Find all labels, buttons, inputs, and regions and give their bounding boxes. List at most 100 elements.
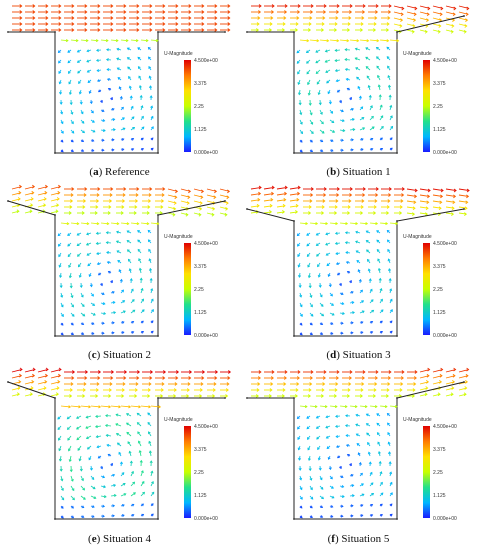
cavity-arrowhead: [60, 304, 64, 308]
cavity-arrow: [355, 48, 361, 51]
cavity-arrowhead: [76, 222, 80, 226]
channel-arrowhead: [30, 386, 34, 390]
channel-arrowhead: [362, 370, 366, 374]
channel-arrowhead: [58, 22, 62, 26]
domain-boundary: [7, 200, 226, 337]
channel-arrowhead: [335, 376, 339, 380]
cavity-arrowhead: [320, 505, 324, 508]
channel-arrowhead: [84, 187, 88, 191]
cavity-arrowhead: [121, 106, 124, 110]
cavity-arrowhead: [360, 331, 364, 335]
cavity-arrowhead: [107, 87, 111, 91]
cavity-arrowhead: [98, 89, 101, 93]
channel-arrow: [406, 11, 417, 15]
channel-arrowhead: [201, 28, 205, 32]
cavity-arrowhead: [87, 80, 91, 84]
channel-arrowhead: [58, 367, 62, 372]
channel-arrow: [11, 186, 22, 190]
cavity-arrowhead: [68, 405, 72, 409]
channel-arrowhead: [212, 388, 216, 392]
cavity-arrowhead: [61, 488, 64, 491]
cavity-arrow: [110, 39, 118, 42]
cavity-arrowhead: [148, 56, 151, 60]
channel-arrowhead: [96, 199, 100, 203]
cavity-arrowhead: [58, 264, 62, 268]
cavity-arrow: [137, 422, 142, 427]
boundary-node: [463, 208, 465, 210]
cavity-arrowhead: [375, 47, 379, 50]
caption-c-letter: c: [91, 349, 97, 361]
cavity-arrow: [90, 495, 96, 499]
cavity-arrowhead: [85, 436, 89, 440]
cavity-arrow: [349, 39, 359, 42]
cavity-arrowhead: [376, 239, 380, 243]
cavity-arrowhead: [112, 128, 116, 132]
cavity-arrow: [309, 119, 313, 125]
cavity-arrowhead: [306, 254, 310, 258]
cavity-arrow: [130, 481, 135, 487]
channel-arrowhead: [463, 29, 467, 34]
channel-arrowhead: [214, 189, 218, 194]
cavity-arrowhead: [297, 71, 300, 75]
cavity-arrow: [130, 222, 139, 225]
cavity-arrowhead: [378, 277, 382, 281]
channel-arrowhead: [98, 370, 102, 374]
channel-arrow: [24, 381, 34, 385]
cavity-arrowhead: [341, 138, 344, 142]
cavity-arrowhead: [355, 222, 359, 226]
channel-arrowhead: [147, 205, 151, 209]
boundary-node: [293, 397, 295, 399]
cavity-arrowhead: [85, 415, 89, 419]
colorbar: U-Magnitude4.500e+003.3752.251.1250.000e…: [403, 51, 457, 156]
channel-arrowhead: [360, 205, 364, 209]
cavity-arrowhead: [299, 322, 303, 326]
channel-arrowhead: [373, 28, 377, 32]
cavity-arrowhead: [299, 304, 303, 308]
cavity-arrow: [365, 56, 371, 61]
cavity-arrowhead: [119, 95, 123, 99]
channel-arrowhead: [336, 10, 340, 14]
channel-arrowhead: [453, 188, 457, 193]
cavity-arrowhead: [389, 147, 393, 151]
cavity-arrow: [306, 69, 311, 75]
cavity-arrowhead: [350, 514, 354, 518]
cavity-arrow: [58, 445, 62, 451]
cavity-arrowhead: [299, 505, 303, 509]
cavity-arrow: [130, 492, 136, 497]
channel-arrowhead: [19, 373, 23, 378]
channel-arrowhead: [269, 388, 273, 392]
channel-arrowhead: [225, 388, 229, 392]
cavity-arrowhead: [300, 496, 303, 500]
cavity-arrowhead: [89, 467, 93, 471]
cavity-arrowhead: [334, 241, 338, 245]
cavity-arrowhead: [385, 222, 389, 226]
cavity-arrowhead: [111, 107, 115, 111]
cavity-arrowhead: [76, 253, 80, 257]
cavity-arrowhead: [108, 405, 112, 409]
channel-arrowhead: [71, 22, 75, 26]
colorbar: U-Magnitude4.500e+003.3752.251.1250.000e…: [164, 417, 218, 522]
channel-arrowhead: [348, 382, 352, 386]
channel-arrowhead: [84, 22, 88, 26]
channel-arrowhead: [388, 4, 392, 8]
boundary-node: [293, 518, 295, 520]
channel-arrowhead: [136, 187, 140, 191]
channel-arrow: [206, 194, 216, 198]
cavity-arrowhead: [141, 331, 144, 334]
channel-arrowhead: [321, 28, 325, 32]
cavity-arrow: [100, 495, 107, 498]
cavity-arrowhead: [356, 76, 359, 80]
cavity-arrowhead: [307, 82, 310, 86]
channel-arrowhead: [308, 205, 312, 209]
channel-arrowhead: [465, 373, 469, 378]
channel-arrowhead: [386, 205, 390, 209]
cavity-arrowhead: [299, 149, 303, 153]
cavity-arrowhead: [58, 448, 62, 452]
channel-arrowhead: [400, 18, 404, 23]
cavity-arrowhead: [349, 96, 352, 100]
channel-arrowhead: [162, 22, 166, 26]
cavity-arrowhead: [325, 435, 329, 439]
cavity-arrowhead: [133, 492, 136, 495]
cavity-arrow: [130, 39, 138, 42]
channel-arrowhead: [19, 10, 23, 14]
